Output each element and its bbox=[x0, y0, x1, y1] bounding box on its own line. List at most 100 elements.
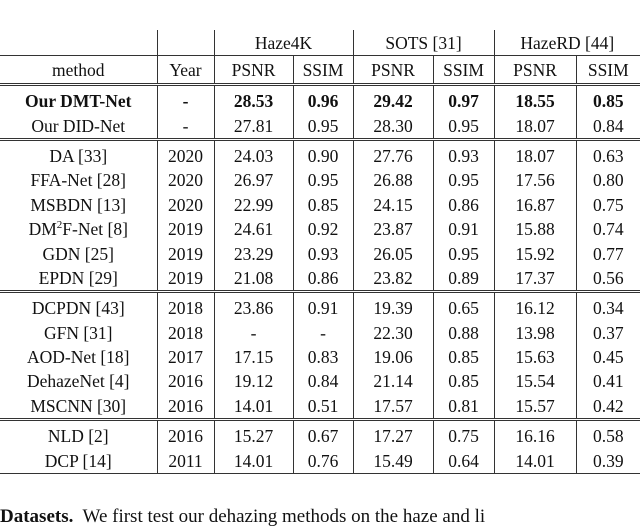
metric-cell: 0.45 bbox=[575, 344, 640, 370]
metric-cell: 0.95 bbox=[432, 168, 495, 193]
table-row: DCPDN [43] 2018 23.86 0.91 19.39 0.65 16.12 0.3… bbox=[0, 291, 640, 321]
method-cell: FFA-Net [28] bbox=[30, 170, 126, 191]
year-cell: 2018 bbox=[156, 320, 214, 345]
metric-cell: 0.39 bbox=[575, 448, 640, 474]
method-cell: GDN [25] bbox=[42, 243, 114, 264]
metric-cell: 15.92 bbox=[493, 241, 577, 266]
metric-cell: 17.27 bbox=[352, 419, 434, 449]
metric-cell: 0.96 bbox=[292, 84, 354, 114]
group-hazerd: HazeRD [44] bbox=[493, 30, 640, 56]
metric-cell: 0.75 bbox=[575, 192, 640, 217]
metric-cell: 26.05 bbox=[352, 241, 434, 266]
metric-cell: 0.85 bbox=[432, 369, 495, 394]
metric-cell: 27.76 bbox=[352, 139, 434, 169]
column-header-ssim: SSIM bbox=[432, 55, 495, 86]
metric-cell: 16.16 bbox=[493, 419, 577, 449]
metric-cell: 18.07 bbox=[493, 139, 577, 169]
metric-cell: 0.58 bbox=[575, 419, 640, 449]
table-row: NLD [2] 2016 15.27 0.67 17.27 0.75 16.16 0.58 bbox=[0, 419, 640, 449]
metric-cell: 0.51 bbox=[292, 393, 354, 422]
metric-cell: 0.65 bbox=[432, 291, 495, 321]
metric-cell: 0.91 bbox=[432, 216, 495, 242]
table-row: GFN [31] 2018- -22.30 0.88 13.98 0.37 bbox=[0, 320, 640, 345]
column-header-psnr: PSNR bbox=[213, 55, 293, 86]
year-cell: 2016 bbox=[156, 393, 214, 422]
metric-cell: 16.12 bbox=[493, 291, 577, 321]
metric-cell: 0.95 bbox=[432, 241, 495, 266]
method-cell: Our DMT-Net bbox=[25, 91, 132, 112]
table-row: EPDN [29] 2019 21.08 0.86 23.82 0.89 17.37 0.56 bbox=[0, 265, 640, 294]
metric-cell: 0.76 bbox=[292, 448, 354, 474]
metric-cell: 15.49 bbox=[352, 448, 434, 474]
metric-cell: 16.87 bbox=[493, 192, 577, 217]
year-cell: - bbox=[156, 113, 214, 141]
year-cell: 2019 bbox=[156, 265, 214, 294]
method-cell: DA [33] bbox=[49, 145, 108, 166]
method-cell: AOD-Net [18] bbox=[26, 347, 130, 368]
paragraph-text: We first test our dehazing methods on th… bbox=[82, 506, 486, 527]
metric-cell: 0.85 bbox=[432, 344, 495, 370]
metric-cell: 26.97 bbox=[213, 168, 293, 193]
table-row: Our DMT-Net -28.53 0.96 29.42 0.97 18.55 0.85 bbox=[0, 84, 640, 114]
year-cell: - bbox=[156, 84, 214, 114]
column-header-method: method bbox=[0, 55, 157, 86]
table-row: Our DID-Net -27.81 0.95 28.30 0.95 18.07 0.84 bbox=[0, 113, 640, 141]
year-cell: 2019 bbox=[156, 241, 214, 266]
table-row: DCP [14] 2011 14.01 0.76 15.49 0.64 14.01 0.39 bbox=[0, 448, 640, 474]
metric-cell: 24.03 bbox=[213, 139, 293, 169]
method-cell: NLD [2] bbox=[47, 426, 109, 447]
metric-cell: 15.54 bbox=[493, 369, 577, 394]
metric-cell: 19.06 bbox=[352, 344, 434, 370]
metric-cell: 0.95 bbox=[292, 113, 354, 141]
year-cell: 2016 bbox=[156, 419, 214, 449]
metric-cell: 0.80 bbox=[575, 168, 640, 193]
metric-cell: 0.89 bbox=[432, 265, 495, 294]
metric-cell: 27.81 bbox=[213, 113, 293, 141]
body-paragraph: Datasets. We first test our dehazing met… bbox=[0, 506, 485, 528]
year-cell: 2018 bbox=[156, 291, 214, 321]
metric-cell: 17.15 bbox=[213, 344, 293, 370]
metric-cell: 18.55 bbox=[493, 84, 577, 114]
metric-cell: 0.34 bbox=[575, 291, 640, 321]
metric-cell: 17.57 bbox=[352, 393, 434, 422]
method-cell: EPDN [29] bbox=[0, 265, 157, 294]
metric-cell: 0.86 bbox=[432, 192, 495, 217]
method-cell: GFN [31] bbox=[43, 322, 113, 343]
metric-cell: 0.64 bbox=[432, 448, 495, 474]
metric-cell: 17.37 bbox=[493, 265, 577, 294]
metric-cell: 14.01 bbox=[213, 393, 293, 422]
metric-cell: 0.67 bbox=[292, 419, 354, 449]
results-table: Haze4K SOTS [31] HazeRD [44] method Year P… bbox=[0, 30, 640, 474]
table-row: DM2F-Net [8] 2019 24.61 0.92 23.87 0.91 15.88 0… bbox=[0, 216, 640, 242]
metric-cell: 0.75 bbox=[432, 419, 495, 449]
metric-cell: 19.39 bbox=[352, 291, 434, 321]
metric-cell: 0.95 bbox=[292, 168, 354, 193]
metric-cell: 0.63 bbox=[575, 139, 640, 169]
metric-cell: 18.07 bbox=[493, 113, 577, 141]
metric-cell: 0.90 bbox=[292, 139, 354, 169]
column-header-ssim: SSIM bbox=[292, 55, 354, 86]
metric-cell: 28.53 bbox=[213, 84, 293, 114]
metric-cell: 24.15 bbox=[352, 192, 434, 217]
metric-cell: - bbox=[213, 320, 293, 345]
column-header-psnr: PSNR bbox=[352, 55, 434, 86]
method-cell: MSCNN [30] bbox=[0, 393, 157, 422]
metric-cell: - bbox=[292, 320, 354, 345]
metric-cell: 0.84 bbox=[575, 113, 640, 141]
metric-cell: 22.99 bbox=[213, 192, 293, 217]
metric-cell: 0.91 bbox=[292, 291, 354, 321]
metric-cell: 0.74 bbox=[575, 216, 640, 242]
column-header-psnr: PSNR bbox=[493, 55, 577, 86]
metric-cell: 0.83 bbox=[292, 344, 354, 370]
group-header-row: Haze4K SOTS [31] HazeRD [44] bbox=[0, 30, 640, 56]
year-cell: 2019 bbox=[156, 216, 214, 242]
metric-cell: 13.98 bbox=[493, 320, 577, 345]
metric-cell: 0.37 bbox=[575, 320, 640, 345]
table-row: MSCNN [30] 2016 14.01 0.51 17.57 0.81 15.57 0.4… bbox=[0, 393, 640, 422]
method-cell: MSBDN [13] bbox=[30, 194, 127, 215]
metric-cell: 0.93 bbox=[292, 241, 354, 266]
method-cell: DM2F-Net [8] bbox=[28, 219, 128, 240]
metric-cell: 0.42 bbox=[575, 393, 640, 422]
metric-cell: 0.41 bbox=[575, 369, 640, 394]
column-header-year: Year bbox=[156, 55, 214, 86]
